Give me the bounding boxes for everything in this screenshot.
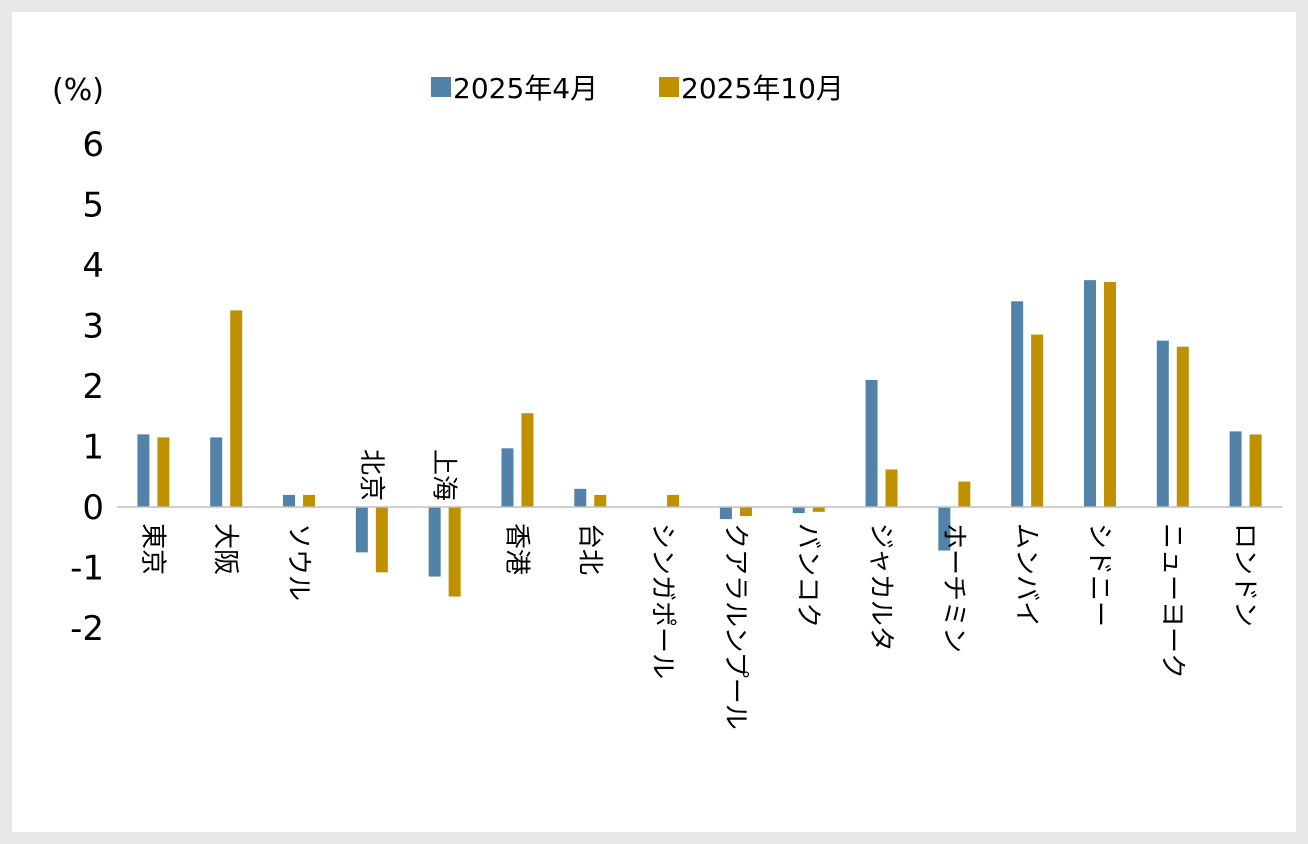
legend-label: 2025年10月	[681, 72, 844, 105]
bar	[719, 507, 732, 520]
legend-swatch	[659, 77, 679, 97]
bar	[958, 481, 971, 507]
bar	[938, 507, 951, 551]
bar	[448, 507, 461, 597]
bar	[865, 379, 878, 507]
category-label: ジャカルタ	[866, 523, 896, 652]
bar	[137, 434, 150, 507]
bar	[885, 469, 898, 507]
bar	[521, 413, 534, 507]
bars	[137, 280, 1262, 597]
category-label: シンガポール	[647, 523, 677, 679]
y-axis-ticks: 6 5 4 3 2 1 0 -1 -2	[70, 125, 104, 649]
category-label: クアラルンプール	[720, 523, 750, 730]
bar	[1156, 340, 1169, 507]
bar	[1176, 346, 1189, 507]
y-tick-label: 5	[82, 186, 104, 226]
bar	[501, 448, 514, 507]
bar	[230, 310, 243, 507]
bar-chart: 6 5 4 3 2 1 0 -1 -2 (%) 2025年4月 2025年10月 東京 大阪 ソウル 北…	[52, 72, 1282, 730]
category-label: 大阪	[210, 523, 240, 575]
bar	[375, 507, 388, 573]
bar	[1103, 281, 1116, 507]
y-tick-label: 3	[82, 307, 104, 347]
category-label: シドニー	[1084, 523, 1114, 627]
legend-swatch	[431, 77, 451, 97]
y-tick-label: 0	[82, 488, 104, 528]
y-tick-label: 2	[82, 367, 104, 407]
bar	[283, 494, 296, 507]
category-label: 東京	[137, 523, 167, 575]
category-label: 北京	[356, 449, 386, 501]
bar	[1083, 280, 1096, 507]
legend: 2025年4月 2025年10月	[431, 72, 844, 105]
bar	[792, 507, 805, 514]
category-label: バンコク	[793, 523, 823, 628]
bar	[594, 494, 607, 507]
bar	[739, 507, 752, 517]
bar	[1011, 301, 1024, 507]
bar	[1031, 334, 1044, 507]
bar	[157, 437, 170, 507]
category-label: ロンドン	[1230, 523, 1260, 627]
category-label: ムンバイ	[1011, 523, 1041, 627]
y-axis-unit-label: (%)	[52, 73, 104, 108]
y-tick-label: 4	[82, 246, 104, 286]
category-label: 上海	[429, 449, 459, 501]
category-label: ホーチミン	[938, 523, 968, 653]
category-label: ニューヨーク	[1157, 523, 1187, 679]
bar	[1249, 434, 1262, 507]
chart-frame: 6 5 4 3 2 1 0 -1 -2 (%) 2025年4月 2025年10月 東京 大阪 ソウル 北…	[12, 12, 1296, 832]
y-tick-label: 6	[82, 125, 104, 165]
bar	[667, 494, 680, 507]
category-label: 香港	[501, 523, 531, 575]
bar	[812, 507, 825, 512]
y-tick-label: -1	[70, 549, 104, 589]
bar	[303, 494, 316, 507]
bar	[574, 488, 587, 507]
bar	[355, 507, 368, 553]
bar	[210, 437, 223, 507]
y-tick-label: 1	[82, 428, 104, 468]
bar	[428, 507, 441, 577]
category-label: ソウル	[283, 523, 313, 601]
bar	[1229, 431, 1242, 507]
y-tick-label: -2	[70, 609, 104, 649]
legend-label: 2025年4月	[453, 72, 598, 105]
category-label: 台北	[574, 523, 604, 575]
